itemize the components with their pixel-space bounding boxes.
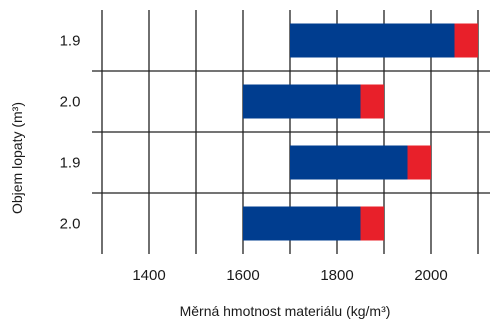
bar-segment-extra bbox=[407, 145, 431, 180]
category-label: 1.9 bbox=[60, 33, 81, 50]
bars bbox=[243, 23, 478, 241]
bar-segment-extra bbox=[360, 84, 384, 119]
category-label: 1.9 bbox=[60, 155, 81, 172]
x-tick-label: 1400 bbox=[132, 267, 165, 284]
category-labels: 1.9 2.0 1.9 2.0 bbox=[60, 33, 81, 233]
x-tick-label: 2000 bbox=[414, 267, 447, 284]
bar-segment-main bbox=[290, 23, 455, 58]
x-tick-label: 1800 bbox=[320, 267, 353, 284]
bar-segment-extra bbox=[454, 23, 478, 58]
horizontal-gridlines bbox=[92, 70, 490, 194]
y-axis-label: Objem lopaty (m³) bbox=[9, 102, 25, 214]
bar-segment-main bbox=[243, 84, 361, 119]
x-tick-labels: 1400 1600 1800 2000 bbox=[132, 267, 447, 284]
bar-segment-extra bbox=[360, 206, 384, 241]
category-label: 2.0 bbox=[60, 94, 81, 111]
x-axis-label: Měrná hmotnost materiálu (kg/m³) bbox=[180, 303, 391, 319]
category-label: 2.0 bbox=[60, 216, 81, 233]
bar-segment-main bbox=[290, 145, 408, 180]
bar-segment-main bbox=[243, 206, 361, 241]
x-tick-label: 1600 bbox=[226, 267, 259, 284]
